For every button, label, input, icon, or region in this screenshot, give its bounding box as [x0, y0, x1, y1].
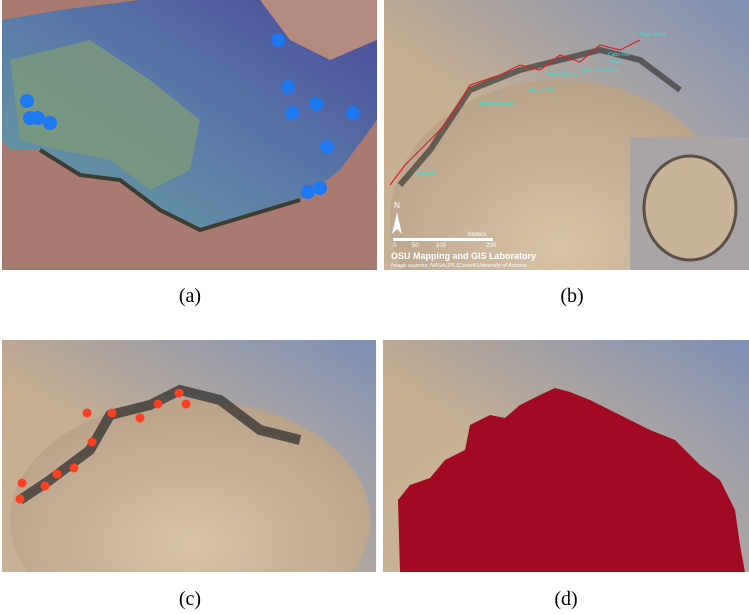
caption: (a): [179, 285, 201, 307]
panel-a-image: [2, 0, 377, 270]
place-label: Duck Bay: [415, 171, 437, 177]
scale-unit: Meters: [468, 232, 486, 238]
caption: (d): [554, 588, 577, 610]
figure: (a) Duck Bay Bottomless Bay Bay of Toil …: [0, 0, 749, 614]
north-arrow: N: [394, 201, 400, 210]
place-label: Cabo Frio: [608, 52, 630, 58]
place-label: Bottomless Bay: [480, 101, 515, 107]
place-label: Bay of Toil: [530, 88, 553, 94]
scale-tick: 200: [486, 243, 497, 249]
scale-bar: [393, 238, 493, 241]
scale-tick: 100: [436, 243, 447, 249]
panel-c-image: [2, 340, 376, 614]
scale-tick: 50: [412, 243, 419, 249]
place-label: Valdez: [610, 60, 625, 66]
credit: OSU Mapping and GIS Laboratory: [391, 251, 536, 261]
place-label: Golfo San Matias: [582, 68, 621, 74]
caption: (b): [560, 285, 583, 307]
source: Image sources: NASA/JPL/Cornell/Universi…: [391, 263, 527, 269]
place-label: Cape Verde: [640, 32, 667, 38]
panel-d-image: [383, 340, 749, 572]
caption: (c): [179, 588, 201, 610]
place-label: Bahia Blanca: [548, 72, 578, 78]
